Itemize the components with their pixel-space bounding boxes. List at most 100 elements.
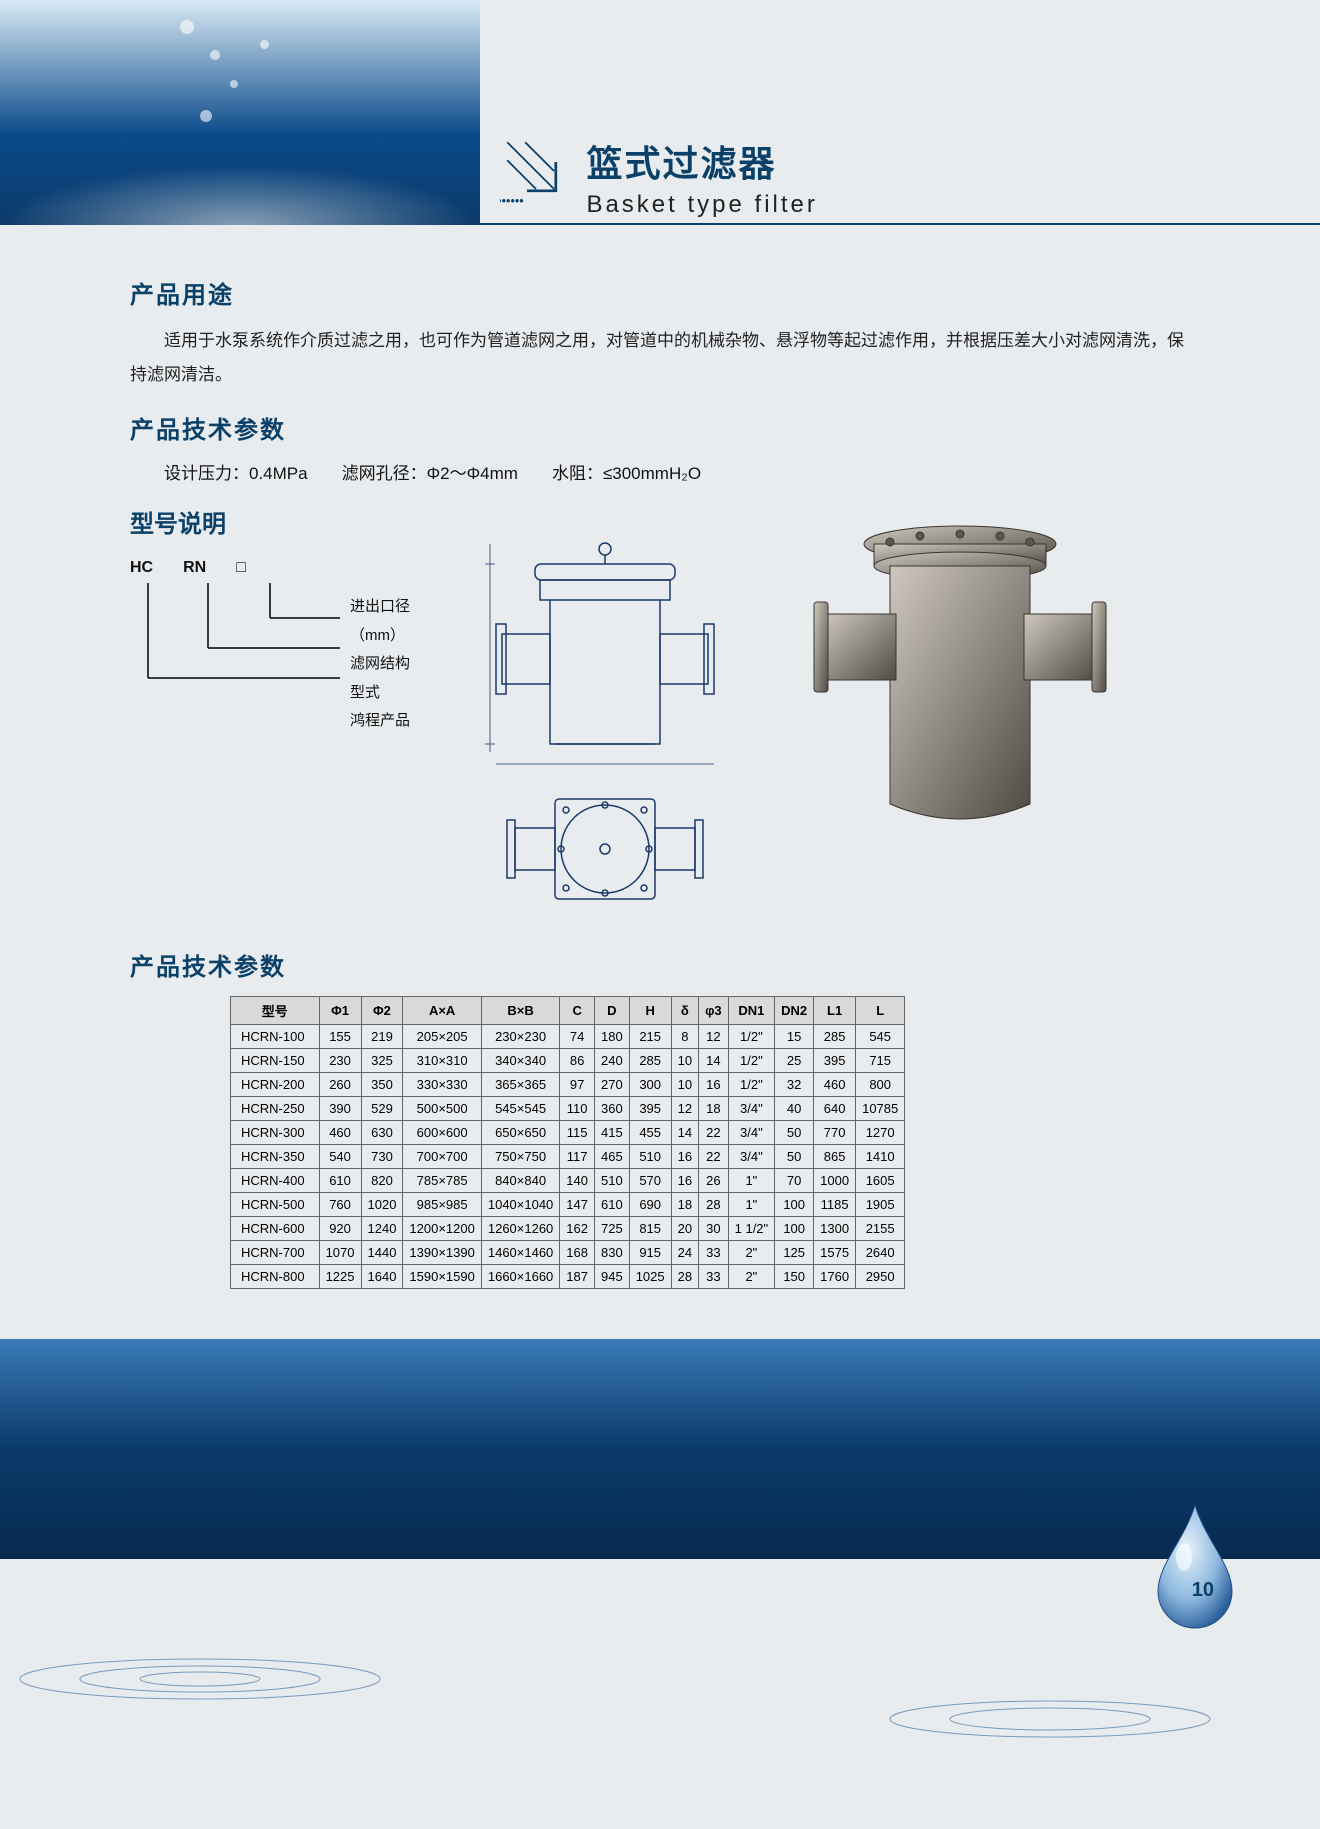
value-cell: 915 — [629, 1241, 671, 1265]
value-cell: 32 — [775, 1073, 814, 1097]
value-cell: 1/2" — [728, 1025, 775, 1049]
value-cell: 529 — [361, 1097, 403, 1121]
value-cell: 22 — [699, 1121, 729, 1145]
value-cell: 115 — [560, 1121, 595, 1145]
value-cell: 750×750 — [481, 1145, 559, 1169]
value-cell: 14 — [671, 1121, 698, 1145]
value-cell: 2640 — [856, 1241, 905, 1265]
value-cell: 97 — [560, 1073, 595, 1097]
value-cell: 1905 — [856, 1193, 905, 1217]
value-cell: 820 — [361, 1169, 403, 1193]
value-cell: 415 — [595, 1121, 630, 1145]
value-cell: 1660×1660 — [481, 1265, 559, 1289]
value-cell: 100 — [775, 1193, 814, 1217]
value-cell: 30 — [699, 1217, 729, 1241]
model-cell: HCRN-500 — [231, 1193, 320, 1217]
value-cell: 1270 — [856, 1121, 905, 1145]
value-cell: 815 — [629, 1217, 671, 1241]
value-cell: 300 — [629, 1073, 671, 1097]
value-cell: 1/2" — [728, 1073, 775, 1097]
value-cell: 360 — [595, 1097, 630, 1121]
value-cell: 545×545 — [481, 1097, 559, 1121]
value-cell: 1575 — [814, 1241, 856, 1265]
value-cell: 155 — [319, 1025, 361, 1049]
value-cell: 1185 — [814, 1193, 856, 1217]
value-cell: 10 — [671, 1073, 698, 1097]
model-cell: HCRN-200 — [231, 1073, 320, 1097]
value-cell: 16 — [699, 1073, 729, 1097]
value-cell: 230 — [319, 1049, 361, 1073]
page-footer: 10 — [0, 1339, 1320, 1769]
value-cell: 540 — [319, 1145, 361, 1169]
value-cell: 920 — [319, 1217, 361, 1241]
model-desc-brand: 鸿程产品 — [350, 707, 410, 736]
value-cell: 110 — [560, 1097, 595, 1121]
model-decode-diagram: HC RN □ 进出口径（mm） 滤网结构型式 — [130, 559, 410, 736]
value-cell: 24 — [671, 1241, 698, 1265]
value-cell: 270 — [595, 1073, 630, 1097]
table-header: φ3 — [699, 997, 729, 1025]
value-cell: 610 — [595, 1193, 630, 1217]
usage-paragraph: 适用于水泵系统作介质过滤之用，也可作为管道滤网之用，对管道中的机械杂物、悬浮物等… — [130, 324, 1190, 392]
value-cell: 86 — [560, 1049, 595, 1073]
value-cell: 20 — [671, 1217, 698, 1241]
value-cell: 10 — [671, 1049, 698, 1073]
value-cell: 610 — [319, 1169, 361, 1193]
model-code-box: □ — [236, 559, 246, 577]
value-cell: 545 — [856, 1025, 905, 1049]
table-header: L1 — [814, 997, 856, 1025]
value-cell: 310×310 — [403, 1049, 481, 1073]
value-cell: 785×785 — [403, 1169, 481, 1193]
value-cell: 325 — [361, 1049, 403, 1073]
value-cell: 33 — [699, 1265, 729, 1289]
model-cell: HCRN-250 — [231, 1097, 320, 1121]
value-cell: 26 — [699, 1169, 729, 1193]
value-cell: 510 — [629, 1145, 671, 1169]
value-cell: 1460×1460 — [481, 1241, 559, 1265]
value-cell: 715 — [856, 1049, 905, 1073]
table-row: HCRN-250390529500×500545×545110360395121… — [231, 1097, 905, 1121]
value-cell: 140 — [560, 1169, 595, 1193]
value-cell: 150 — [775, 1265, 814, 1289]
model-cell: HCRN-600 — [231, 1217, 320, 1241]
value-cell: 465 — [595, 1145, 630, 1169]
value-cell: 240 — [595, 1049, 630, 1073]
table-header: 型号 — [231, 997, 320, 1025]
value-cell: 33 — [699, 1241, 729, 1265]
value-cell: 830 — [595, 1241, 630, 1265]
value-cell: 187 — [560, 1265, 595, 1289]
table-row: HCRN-200260350330×330365×365972703001016… — [231, 1073, 905, 1097]
value-cell: 2155 — [856, 1217, 905, 1241]
value-cell: 215 — [629, 1025, 671, 1049]
value-cell: 40 — [775, 1097, 814, 1121]
spec-table: 型号Φ1Φ2A×AB×BCDHδφ3DN1DN2L1L HCRN-1001552… — [230, 996, 905, 1289]
value-cell: 100 — [775, 1217, 814, 1241]
value-cell: 1 1/2" — [728, 1217, 775, 1241]
value-cell: 1605 — [856, 1169, 905, 1193]
value-cell: 865 — [814, 1145, 856, 1169]
value-cell: 3/4" — [728, 1097, 775, 1121]
table-header: B×B — [481, 997, 559, 1025]
model-code-rn: RN — [183, 559, 206, 577]
value-cell: 2950 — [856, 1265, 905, 1289]
value-cell: 730 — [361, 1145, 403, 1169]
value-cell: 70 — [775, 1169, 814, 1193]
value-cell: 570 — [629, 1169, 671, 1193]
usage-heading: 产品用途 — [130, 275, 1190, 310]
value-cell: 460 — [319, 1121, 361, 1145]
header-water-image — [0, 0, 480, 225]
title-block: ••••••• 篮式过滤器 Basket type filter — [500, 135, 818, 219]
value-cell: 285 — [814, 1025, 856, 1049]
table-header: δ — [671, 997, 698, 1025]
value-cell: 117 — [560, 1145, 595, 1169]
value-cell: 168 — [560, 1241, 595, 1265]
value-cell: 1260×1260 — [481, 1217, 559, 1241]
value-cell: 10785 — [856, 1097, 905, 1121]
value-cell: 25 — [775, 1049, 814, 1073]
value-cell: 2" — [728, 1265, 775, 1289]
table-row: HCRN-150230325310×310340×340862402851014… — [231, 1049, 905, 1073]
value-cell: 28 — [671, 1265, 698, 1289]
value-cell: 1040×1040 — [481, 1193, 559, 1217]
value-cell: 395 — [629, 1097, 671, 1121]
table-header: Φ1 — [319, 997, 361, 1025]
